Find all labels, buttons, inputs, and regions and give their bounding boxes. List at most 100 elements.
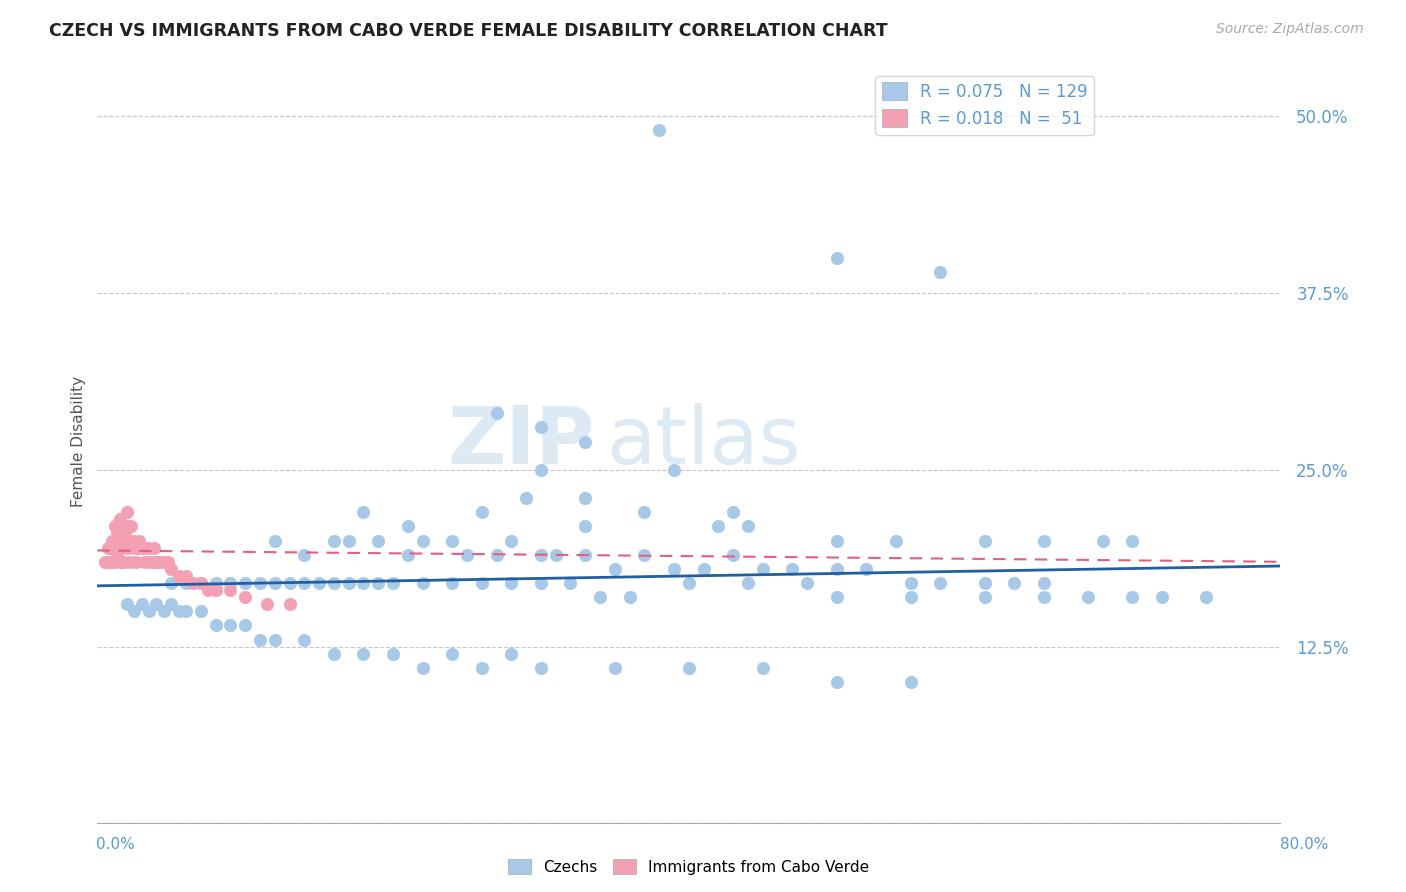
Point (501, 533, 523, 548)
Point (98, 555, 121, 569)
Point (160, 597, 183, 611)
Point (1077, 590, 1099, 604)
Text: 80.0%: 80.0% (1281, 838, 1329, 852)
Point (107, 533, 129, 548)
Point (441, 647, 464, 661)
Point (127, 541, 149, 555)
Point (233, 576, 256, 591)
Point (782, 562, 804, 576)
Point (263, 533, 285, 548)
Point (1032, 533, 1054, 548)
Point (825, 675, 848, 690)
Point (648, 123, 671, 137)
Legend: R = 0.075   N = 129, R = 0.018   N =  51: R = 0.075 N = 129, R = 0.018 N = 51 (875, 76, 1094, 135)
Point (292, 632, 315, 647)
Point (153, 555, 176, 569)
Point (167, 569, 190, 583)
Point (929, 576, 952, 591)
Point (124, 541, 146, 555)
Point (471, 505, 494, 519)
Point (153, 604, 176, 618)
Point (219, 583, 242, 598)
Point (1032, 576, 1054, 591)
Point (142, 541, 165, 555)
Point (678, 576, 700, 591)
Point (103, 541, 125, 555)
Point (737, 576, 759, 591)
Point (104, 519, 127, 533)
Point (1002, 576, 1025, 591)
Point (114, 526, 136, 541)
Text: 0.0%: 0.0% (96, 838, 135, 852)
Point (117, 519, 139, 533)
Point (104, 555, 127, 569)
Point (131, 541, 153, 555)
Point (396, 548, 419, 562)
Point (204, 618, 226, 632)
Point (825, 562, 848, 576)
Point (145, 597, 167, 611)
Point (721, 548, 744, 562)
Point (174, 569, 197, 583)
Point (737, 519, 759, 533)
Point (560, 576, 582, 591)
Point (204, 576, 226, 591)
Point (353, 576, 375, 591)
Point (367, 533, 389, 548)
Point (825, 251, 848, 265)
Point (101, 555, 124, 569)
Point (121, 533, 143, 548)
Point (441, 533, 464, 548)
Point (471, 576, 494, 591)
Point (160, 562, 183, 576)
Point (110, 526, 132, 541)
Point (1091, 533, 1114, 548)
Point (692, 562, 714, 576)
Point (323, 576, 346, 591)
Point (973, 576, 995, 591)
Point (101, 533, 124, 548)
Point (105, 526, 128, 541)
Point (190, 576, 212, 591)
Point (124, 604, 146, 618)
Point (190, 576, 212, 591)
Point (111, 555, 134, 569)
Point (900, 576, 922, 591)
Point (900, 590, 922, 604)
Point (633, 548, 655, 562)
Point (308, 576, 330, 591)
Point (157, 555, 180, 569)
Point (93, 555, 115, 569)
Point (574, 434, 596, 449)
Point (382, 647, 405, 661)
Point (138, 604, 160, 618)
Text: Source: ZipAtlas.com: Source: ZipAtlas.com (1216, 22, 1364, 37)
Point (796, 576, 818, 591)
Point (125, 555, 148, 569)
Text: ZIP: ZIP (447, 402, 595, 481)
Point (190, 604, 212, 618)
Point (603, 661, 626, 675)
Text: CZECH VS IMMIGRANTS FROM CABO VERDE FEMALE DISABILITY CORRELATION CHART: CZECH VS IMMIGRANTS FROM CABO VERDE FEMA… (49, 22, 887, 40)
Point (263, 576, 285, 591)
Point (707, 519, 730, 533)
Point (1195, 590, 1218, 604)
Point (145, 555, 167, 569)
Point (619, 590, 641, 604)
Point (530, 463, 553, 477)
Point (825, 590, 848, 604)
Point (174, 576, 197, 591)
Point (292, 548, 315, 562)
Point (233, 618, 256, 632)
Point (412, 661, 434, 675)
Point (118, 555, 141, 569)
Point (412, 576, 434, 591)
Point (160, 576, 183, 591)
Point (530, 576, 553, 591)
Point (249, 632, 271, 647)
Point (128, 533, 150, 548)
Point (131, 597, 153, 611)
Point (100, 541, 122, 555)
Point (174, 604, 197, 618)
Point (249, 576, 271, 591)
